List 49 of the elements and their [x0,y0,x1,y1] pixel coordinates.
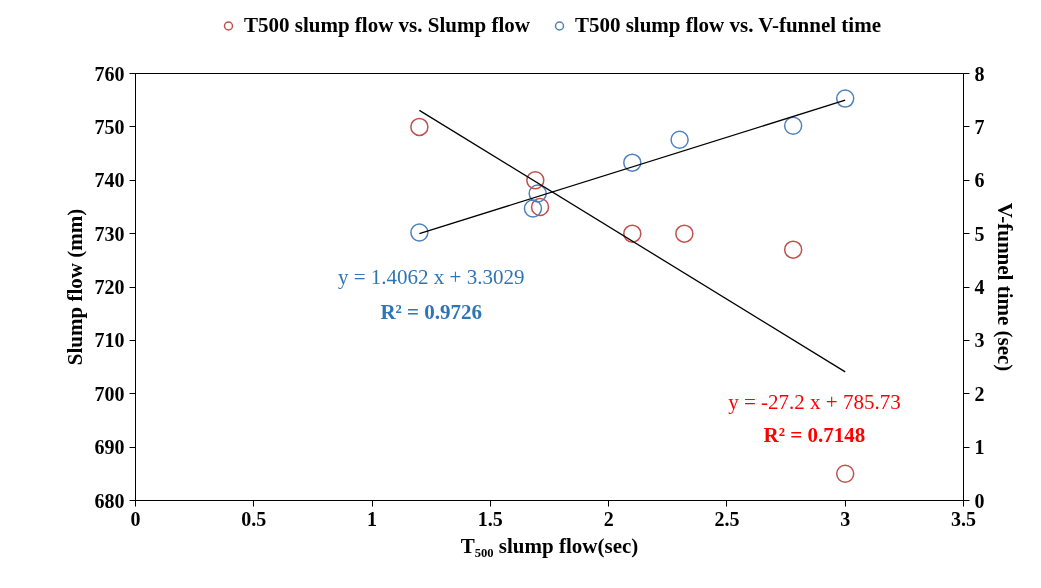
y-tick-label: 710 [94,329,125,352]
point [783,240,803,259]
y-tick-label: 730 [94,222,125,245]
annotation: y = 1.4062 x + 3.3029 [338,265,525,290]
y-tick-label: 690 [94,436,125,459]
annotation: R² = 0.7148 [763,423,866,448]
point [410,223,429,242]
point [623,153,642,172]
annotation: y = -27.2 x + 785.73 [728,390,901,415]
point [623,224,642,243]
point [835,464,855,484]
x-tick-label: 3.5 [951,507,976,530]
point [526,171,545,190]
y-tick-label: 760 [94,62,125,85]
y2-tick-label: 4 [974,276,985,298]
y-tick-label: 740 [94,169,125,192]
y2-tick-label: 8 [974,62,985,85]
x-tick-label: 2.5 [714,507,740,530]
legend-label: T500 slump flow vs. Slump flow [244,12,530,38]
point [410,117,429,137]
y2-tick-label: 5 [974,222,985,245]
x-axis-title: T₅₀₀ slump flow(sec) [460,533,639,558]
y2-axis-title: V-funnel time (sec) [992,202,1017,372]
y2-tick-label: 2 [974,382,985,405]
x-tick-label: 3 [840,507,851,530]
y2-tick-label: 0 [974,489,985,512]
y2-tick-label: 6 [974,169,985,192]
y-axis-title: Slump flow (mm) [62,208,87,366]
y-tick-label: 700 [94,382,125,405]
point [675,224,694,243]
x-tick-label: 1 [367,507,378,530]
annotation: R² = 0.9726 [380,299,483,324]
point [528,184,547,203]
point [835,89,855,108]
point [523,199,543,218]
x-tick-label: 1.5 [477,507,503,530]
x-tick-label: 2 [603,507,614,530]
y-tick-label: 720 [94,276,125,298]
y2-tick-label: 7 [974,115,985,138]
point [670,130,689,149]
x-tick-label: 0 [130,507,141,530]
y-tick-label: 750 [94,115,125,138]
y2-tick-label: 1 [974,436,985,459]
y-tick-label: 680 [94,489,125,512]
legend-label: T500 slump flow vs. V-funnel time [574,12,881,38]
x-tick-label: 0.5 [241,507,267,530]
point [530,197,550,217]
y2-tick-label: 3 [974,329,985,352]
point [783,116,803,136]
